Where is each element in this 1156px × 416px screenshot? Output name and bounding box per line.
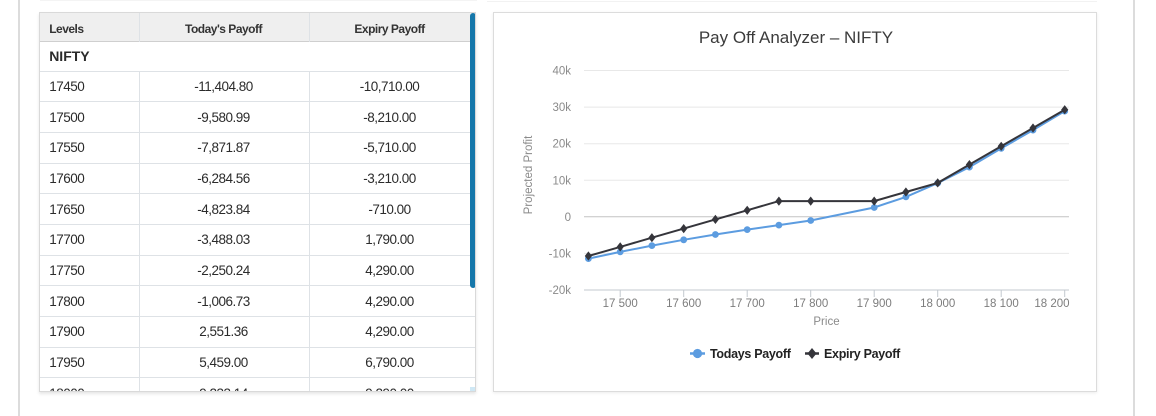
svg-text:17 600: 17 600 <box>666 298 701 310</box>
svg-text:-20k: -20k <box>549 285 572 297</box>
svg-text:17 900: 17 900 <box>857 298 892 310</box>
svg-text:18 200: 18 200 <box>1034 298 1069 310</box>
svg-text:17 500: 17 500 <box>603 298 638 310</box>
svg-text:0: 0 <box>565 212 571 224</box>
svg-text:18 100: 18 100 <box>984 298 1019 310</box>
svg-text:Todays Payoff: Todays Payoff <box>710 347 792 361</box>
svg-text:18 000: 18 000 <box>920 298 955 310</box>
svg-text:30k: 30k <box>552 102 571 114</box>
svg-text:17 700: 17 700 <box>730 298 765 310</box>
svg-text:Projected Profit: Projected Profit <box>523 135 535 214</box>
svg-text:20k: 20k <box>552 139 571 151</box>
svg-text:Expiry Payoff: Expiry Payoff <box>824 347 901 361</box>
svg-text:17 800: 17 800 <box>793 298 828 310</box>
svg-text:10k: 10k <box>552 175 571 187</box>
svg-text:Pay Off Analyzer – NIFTY: Pay Off Analyzer – NIFTY <box>699 28 893 47</box>
svg-text:-10k: -10k <box>549 248 572 260</box>
svg-text:40k: 40k <box>552 66 571 78</box>
svg-text:Price: Price <box>813 316 839 328</box>
